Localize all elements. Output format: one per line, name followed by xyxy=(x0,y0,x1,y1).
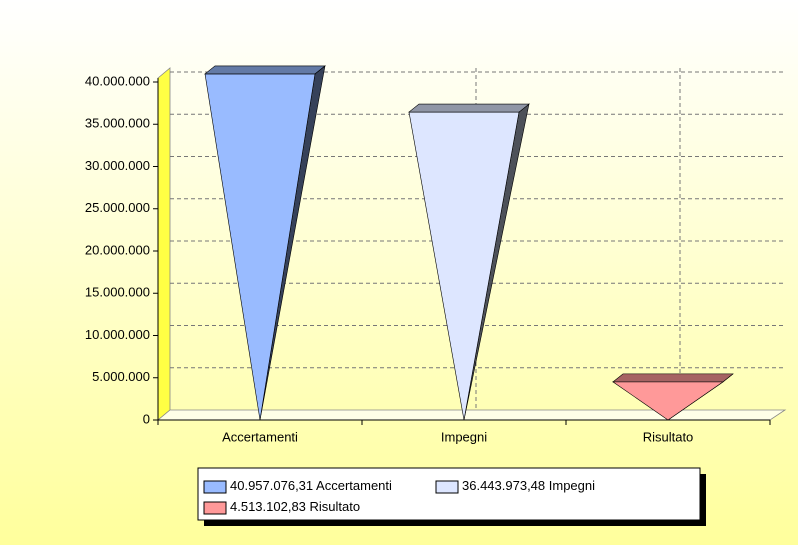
legend-name: Impegni xyxy=(549,478,595,493)
legend-label: 40.957.076,31 Accertamenti xyxy=(230,478,392,493)
x-tick-label: Impegni xyxy=(441,429,487,444)
legend-label: 4.513.102,83 Risultato xyxy=(230,499,360,514)
left-wall xyxy=(157,67,171,421)
pyramid-top xyxy=(612,373,734,383)
legend-value: 36.443.973,48 xyxy=(462,478,545,493)
y-tick-label: 25.000.000 xyxy=(85,200,150,215)
floor xyxy=(156,409,787,421)
y-tick-label: 10.000.000 xyxy=(85,327,150,342)
legend-value: 4.513.102,83 xyxy=(230,499,306,514)
y-tick-label: 35.000.000 xyxy=(85,116,150,131)
legend-label: 36.443.973,48 Impegni xyxy=(462,478,595,493)
x-tick-label: Risultato xyxy=(643,429,694,444)
pyramid-top xyxy=(408,103,530,113)
y-tick-label: 30.000.000 xyxy=(85,158,150,173)
y-tick-label: 0 xyxy=(143,411,150,426)
y-tick-label: 5.000.000 xyxy=(92,369,150,384)
y-tick-label: 20.000.000 xyxy=(85,242,150,257)
legend-name: Risultato xyxy=(310,499,361,514)
y-tick-label: 15.000.000 xyxy=(85,285,150,300)
legend-swatch xyxy=(203,501,227,515)
legend xyxy=(197,467,701,521)
legend-name: Accertamenti xyxy=(316,478,392,493)
x-tick-label: Accertamenti xyxy=(222,429,298,444)
legend-value: 40.957.076,31 xyxy=(230,478,313,493)
pyramid-top xyxy=(204,65,326,75)
legend-swatch xyxy=(435,480,459,494)
y-tick-label: 40.000.000 xyxy=(85,73,150,88)
legend-swatch xyxy=(203,480,227,494)
